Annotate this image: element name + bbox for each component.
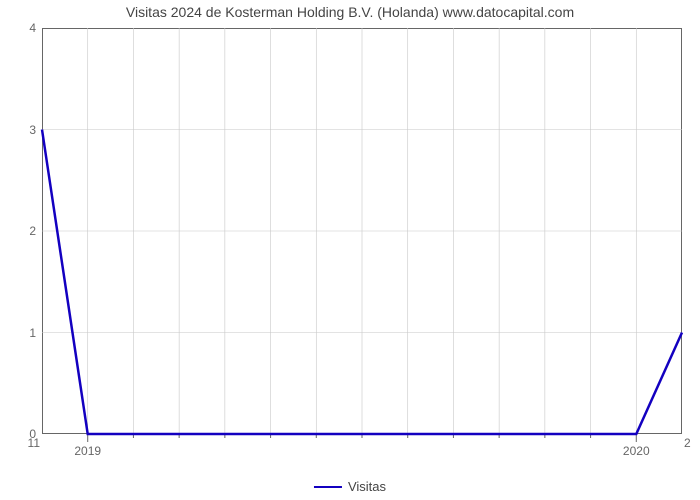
y-tick-label: 2: [29, 224, 36, 238]
x-corner-label: 11: [28, 436, 40, 450]
x-tick-label: 2020: [623, 444, 650, 458]
plot-area: [42, 28, 682, 434]
x-tick-label: 2019: [74, 444, 101, 458]
chart-container: Visitas 2024 de Kosterman Holding B.V. (…: [0, 0, 700, 500]
y-tick-label: 4: [29, 21, 36, 35]
y-tick-label: 1: [29, 326, 36, 340]
legend: Visitas: [314, 479, 386, 494]
chart-title: Visitas 2024 de Kosterman Holding B.V. (…: [0, 4, 700, 20]
y-tick-label: 3: [29, 123, 36, 137]
chart-svg: [42, 28, 692, 444]
x-corner-label: 2: [684, 436, 691, 450]
legend-swatch: [314, 486, 342, 488]
legend-label: Visitas: [348, 479, 386, 494]
